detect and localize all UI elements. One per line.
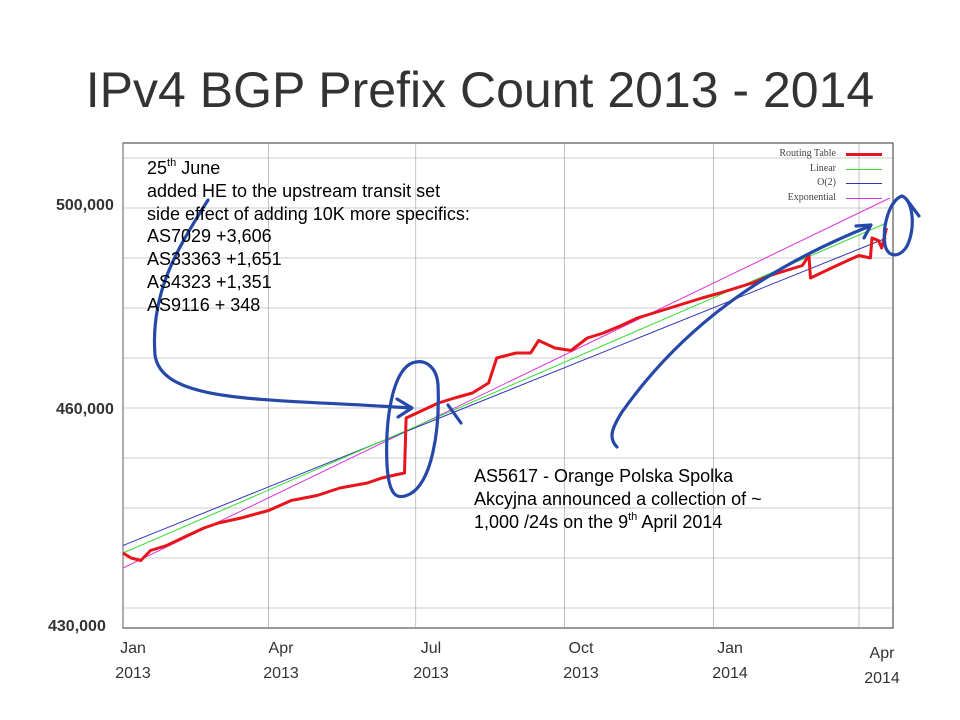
series-line-o-2- (122, 237, 887, 546)
x-tick-year: 2013 (563, 665, 599, 682)
x-tick-month: Jan (717, 640, 743, 657)
y-tick-label: 460,000 (56, 401, 114, 418)
circle-june-jump (385, 360, 440, 499)
annotation-line: added HE to the upstream transit set (147, 180, 441, 201)
x-tick-label: Apr 2014 (842, 641, 922, 691)
annotation-ordinal: th (167, 157, 177, 169)
x-tick-month: Oct (568, 640, 594, 657)
legend-swatch (846, 183, 882, 185)
legend-label: O(2) (817, 177, 836, 189)
x-tick-month: Apr (268, 640, 294, 657)
annotation-month: June (176, 158, 221, 178)
annotation-april-2014: AS5617 - Orange Polska Spolka Akcyjna an… (474, 465, 762, 533)
circle-april-jump (882, 194, 914, 257)
gridlines (122, 143, 893, 628)
legend-item: Linear (740, 162, 886, 177)
series-line-routing-table (122, 227, 888, 562)
x-tick-year: 2013 (413, 665, 449, 682)
x-tick-year: 2014 (712, 665, 748, 682)
annotation-june-2013: 25th June added HE to the upstream trans… (147, 157, 470, 317)
x-tick-label: Apr 2013 (241, 636, 321, 686)
legend-swatch (846, 153, 882, 156)
tick-april-jump (905, 198, 921, 218)
arrow-april-curve (610, 224, 872, 449)
annotation-line: AS9116 + 348 (147, 294, 261, 315)
chart-legend: Routing Table Linear O(2) Exponential (740, 147, 886, 206)
slide-title: IPv4 BGP Prefix Count 2013 - 2014 (85, 62, 875, 118)
annotation-day: 25 (147, 158, 168, 178)
annotation-line: AS7029 +3,606 (147, 226, 272, 247)
legend-swatch (846, 168, 882, 170)
y-tick-label: 430,000 (48, 618, 106, 635)
x-tick-label: Jul 2013 (391, 636, 471, 686)
annotation-ordinal: th (628, 510, 638, 523)
legend-item: O(2) (740, 176, 886, 191)
legend-label: Routing Table (779, 148, 836, 159)
annotation-text: April 2014 (637, 511, 723, 532)
annotation-line: AS5617 - Orange Polska Spolka (474, 466, 734, 486)
x-tick-month: Jan (120, 640, 146, 657)
legend-label: Exponential (787, 192, 836, 204)
legend-swatch (846, 198, 882, 200)
x-tick-label: Oct 2013 (541, 636, 621, 686)
tick-june-jump (446, 403, 463, 425)
series-lines (122, 197, 891, 569)
x-tick-label: Jan 2014 (690, 636, 770, 686)
annotation-text: 1,000 /24s on the 9 (474, 511, 629, 532)
plot-frame (122, 142, 894, 629)
annotation-line: 1,000 /24s on the 9th April 2014 (474, 511, 762, 534)
annotation-line: side effect of adding 10K more specifics… (147, 203, 470, 224)
legend-item: Routing Table (740, 147, 886, 162)
annotation-line: 25th June (147, 157, 470, 180)
x-tick-year: 2014 (864, 670, 900, 687)
annotation-line: AS4323 +1,351 (147, 271, 272, 292)
x-tick-month: Apr (869, 645, 895, 662)
x-tick-month: Jul (420, 640, 442, 657)
arrow-april-head (854, 223, 873, 240)
arrow-june-head (395, 397, 414, 419)
x-tick-year: 2013 (115, 665, 151, 682)
annotation-line: Akcyjna announced a collection of ~ (474, 488, 762, 509)
legend-label: Linear (809, 162, 836, 174)
series-line-exponential (122, 197, 891, 569)
annotation-line: AS33363 +1,651 (147, 249, 282, 270)
legend-item: Exponential (740, 191, 886, 206)
series-line-linear (122, 222, 887, 554)
x-tick-year: 2013 (263, 665, 299, 682)
y-tick-label: 500,000 (56, 197, 114, 214)
x-tick-label: Jan 2013 (93, 636, 173, 686)
hand-drawn-markup (152, 194, 921, 499)
arrow-june-curve (152, 198, 412, 410)
